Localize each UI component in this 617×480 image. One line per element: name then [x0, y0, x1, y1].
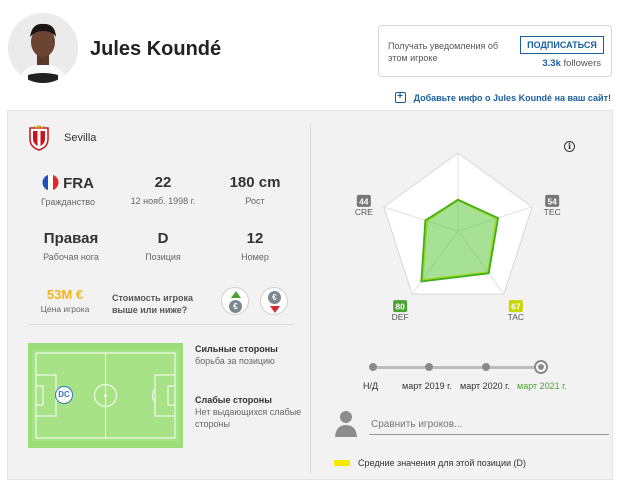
- radar-value-badge: [508, 300, 523, 313]
- timeline-track: [372, 366, 544, 369]
- strengths: Сильные стороны борьба за позицию: [195, 343, 305, 367]
- radar-legend: Средние значения для этой позиции (D): [334, 458, 526, 468]
- compare-search: [331, 409, 609, 439]
- nationality-value: FRA: [63, 175, 94, 192]
- radar-value-badge: [393, 300, 408, 313]
- weaknesses-text: Нет выдающихся слабые стороны: [195, 407, 302, 429]
- add-info-label: Добавьте инфо о Jules Koundé на ваш сайт…: [413, 92, 611, 103]
- compare-players-input[interactable]: [369, 415, 609, 435]
- position-pitch: DC: [28, 343, 183, 448]
- arrow-up-icon: [231, 291, 241, 298]
- radar-player-area: [420, 198, 500, 283]
- arrow-down-icon: [270, 306, 280, 313]
- club-crest-icon: [29, 125, 49, 151]
- market-value: 53M € Цена игрока: [32, 287, 98, 314]
- radar-attribute-label: TEC: [544, 207, 561, 217]
- age-value: 22: [154, 174, 172, 191]
- pitch-lines: [28, 343, 183, 448]
- radar-attribute-label: TAC: [508, 312, 524, 322]
- position-value: D: [157, 230, 169, 247]
- followers-number: 3.3k: [542, 58, 561, 69]
- birthdate-label: 12 нояб. 1998 г.: [130, 196, 196, 206]
- legend-label: Средние значения для этой позиции (D): [358, 458, 526, 468]
- timeline-label: Н/Д: [363, 381, 379, 391]
- position-marker: DC: [55, 386, 73, 404]
- radar-attribute-label: CRE: [355, 207, 373, 217]
- weaknesses-heading: Слабые стороны: [195, 395, 272, 405]
- player-card: Sevilla FRA Гражданство 22 12 нояб. 1998…: [7, 110, 613, 480]
- info-icon[interactable]: i: [564, 141, 575, 152]
- timeline-point[interactable]: [425, 363, 433, 371]
- notify-text: Получать уведомления об этом игроке: [388, 41, 499, 63]
- nationality-value-row: FRA: [18, 174, 118, 192]
- timeline-point-active[interactable]: [534, 360, 548, 374]
- strengths-text: борьба за позицию: [195, 356, 275, 366]
- flag-fr-icon: [42, 174, 59, 191]
- height-value: 180 cm: [229, 174, 281, 191]
- radar-value-label: 44: [359, 196, 369, 206]
- person-silhouette-icon: [335, 411, 357, 437]
- weaknesses: Слабые стороны Нет выдающихся слабые сто…: [195, 394, 305, 430]
- timeline-label-active: март 2021 г.: [517, 381, 567, 391]
- number-value: 12: [246, 230, 264, 247]
- player-avatar: [8, 13, 78, 83]
- season-timeline[interactable]: Н/Д март 2019 г. март 2020 г. март 2021 …: [348, 359, 588, 399]
- add-info-link[interactable]: + Добавьте инфо о Jules Koundé на ваш са…: [394, 92, 611, 103]
- market-value-amount: 53M €: [46, 287, 84, 302]
- divider: [28, 324, 294, 325]
- followers-label: followers: [563, 58, 602, 69]
- timeline-label: март 2019 г.: [402, 381, 452, 391]
- euro-coin-icon: €: [268, 291, 281, 304]
- value-down-button[interactable]: €: [260, 287, 288, 315]
- number-label: Номер: [241, 252, 269, 262]
- nationality-label: Гражданство: [41, 197, 95, 207]
- divider: [310, 123, 311, 473]
- followers-count: 3.3k followers: [542, 58, 601, 69]
- radar-value-badge: [356, 194, 371, 207]
- attribute-radar: 40ATT54TEC67TAC80DEF44CRE: [355, 152, 561, 322]
- stat-position: D Позиция: [113, 230, 213, 262]
- stat-number: 12 Номер: [205, 230, 305, 262]
- stat-age: 22 12 нояб. 1998 г.: [113, 174, 213, 206]
- club-name: Sevilla: [64, 132, 97, 144]
- foot-label: Рабочая нога: [43, 252, 99, 262]
- foot-value: Правая: [43, 230, 99, 247]
- market-value-label: Цена игрока: [40, 304, 90, 314]
- radar-value-label: 54: [547, 196, 557, 206]
- radar-attribute-label: DEF: [392, 312, 409, 322]
- timeline-label: март 2020 г.: [460, 381, 510, 391]
- stat-foot: Правая Рабочая нога: [21, 230, 121, 262]
- stat-height: 180 cm Рост: [205, 174, 305, 206]
- player-header: Jules Koundé Получать уведомления об это…: [0, 0, 617, 106]
- timeline-point[interactable]: [482, 363, 490, 371]
- timeline-point[interactable]: [369, 363, 377, 371]
- subscribe-button[interactable]: ПОДПИСАТЬСЯ: [520, 36, 604, 54]
- euro-coin-icon: €: [229, 300, 242, 313]
- position-label: Позиция: [145, 252, 181, 262]
- market-value-question: Стоимость игрока выше или ниже?: [112, 293, 193, 315]
- value-up-button[interactable]: €: [221, 287, 249, 315]
- height-label: Рост: [245, 196, 265, 206]
- notify-box: Получать уведомления об этом игроке ПОДП…: [378, 25, 612, 77]
- stat-nationality: FRA Гражданство: [18, 174, 118, 207]
- club-row[interactable]: Sevilla: [28, 125, 96, 151]
- legend-swatch: [334, 460, 350, 466]
- radar-value-badge: [545, 194, 560, 207]
- strengths-heading: Сильные стороны: [195, 344, 278, 354]
- radar-value-label: 67: [511, 302, 521, 312]
- plus-icon: +: [394, 92, 406, 103]
- radar-value-label: 80: [395, 302, 405, 312]
- player-name: Jules Koundé: [90, 38, 222, 60]
